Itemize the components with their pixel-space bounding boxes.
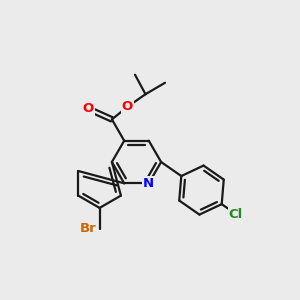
Text: N: N xyxy=(143,177,154,190)
Text: Br: Br xyxy=(80,222,97,236)
Text: Cl: Cl xyxy=(229,208,243,220)
Text: O: O xyxy=(83,102,94,116)
Text: O: O xyxy=(122,100,133,113)
